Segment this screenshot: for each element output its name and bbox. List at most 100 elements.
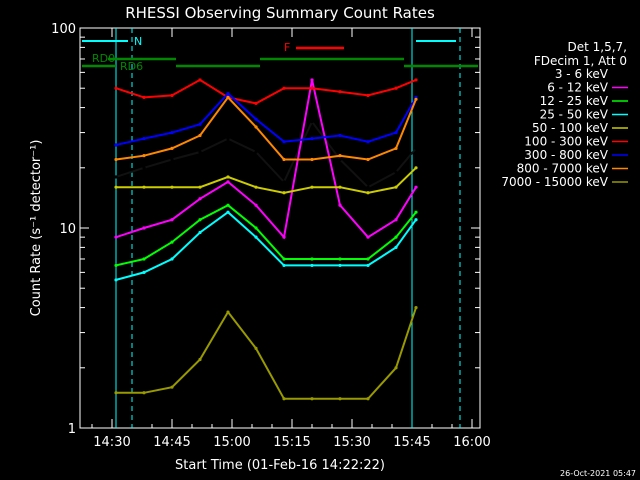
- data-point: [282, 235, 286, 239]
- data-point: [142, 95, 146, 99]
- y-axis-label: Count Rate (s⁻¹ detector⁻¹): [29, 140, 44, 317]
- data-point: [338, 157, 342, 162]
- data-point: [338, 90, 342, 94]
- legend-header-line-1: Det 1,5,7,: [568, 40, 628, 54]
- data-point: [170, 157, 174, 162]
- data-point: [310, 257, 314, 261]
- data-point: [366, 185, 370, 189]
- series-line-3: [115, 210, 417, 281]
- data-point: [414, 78, 418, 82]
- series-line-8: [116, 307, 417, 400]
- data-point: [114, 175, 118, 179]
- series-line-2: [115, 204, 417, 267]
- legend-entry-label: 100 - 300 keV: [524, 135, 608, 149]
- data-point: [394, 366, 398, 370]
- data-point: [170, 130, 174, 135]
- data-point: [282, 191, 286, 195]
- data-point: [310, 136, 314, 141]
- data-point: [338, 203, 342, 207]
- series-line-1: [115, 79, 417, 240]
- data-point: [310, 157, 314, 162]
- data-point: [310, 185, 314, 189]
- x-axis-label: Start Time (01-Feb-16 14:22:22): [175, 458, 385, 473]
- data-point: [170, 385, 174, 389]
- data-point: [310, 397, 314, 401]
- data-point: [366, 191, 370, 195]
- data-point: [338, 263, 342, 268]
- night-label: N: [134, 35, 142, 48]
- data-point: [282, 140, 286, 144]
- data-point: [198, 357, 202, 362]
- legend-entry-label: 6 - 12 keV: [547, 81, 609, 95]
- data-point: [254, 125, 258, 129]
- data-point: [226, 310, 230, 314]
- x-tick-label: 15:30: [333, 435, 370, 450]
- data-point: [226, 210, 230, 214]
- footer-date: 26-Oct-2021 05:47: [560, 469, 636, 478]
- data-point: [310, 78, 314, 82]
- data-point: [394, 235, 398, 239]
- data-point: [414, 305, 418, 310]
- data-point: [394, 245, 398, 249]
- data-point: [338, 133, 342, 138]
- data-point: [142, 185, 146, 189]
- data-point: [338, 257, 342, 261]
- data-point: [366, 397, 370, 401]
- data-point: [142, 154, 146, 158]
- data-point: [254, 346, 258, 351]
- data-point: [170, 93, 174, 98]
- data-point: [198, 218, 202, 222]
- legend-entry-label: 800 - 7000 keV: [517, 162, 609, 176]
- y-tick-label: 100: [51, 22, 76, 37]
- data-point: [414, 210, 418, 214]
- data-point: [114, 278, 118, 282]
- data-point: [198, 150, 202, 154]
- legend-entry-label: 12 - 25 keV: [540, 94, 609, 108]
- legend-entry-label: 25 - 50 keV: [540, 108, 609, 122]
- data-point: [394, 86, 398, 90]
- data-point: [366, 235, 370, 239]
- data-point: [114, 235, 118, 239]
- data-point: [198, 185, 202, 189]
- data-point: [142, 391, 146, 395]
- rd6-label: RD6: [120, 60, 143, 73]
- data-point: [226, 95, 230, 99]
- legend-entry-label: 7000 - 15000 keV: [501, 175, 608, 189]
- data-point: [254, 226, 258, 230]
- data-point: [414, 218, 418, 222]
- legend-entry-label: 50 - 100 keV: [532, 121, 609, 135]
- data-point: [170, 146, 174, 151]
- data-point: [414, 166, 418, 170]
- legend-entry-label: 300 - 800 keV: [524, 148, 608, 162]
- series-line-6: [115, 92, 417, 146]
- data-point: [142, 136, 146, 141]
- data-point: [114, 157, 118, 162]
- data-point: [114, 185, 118, 189]
- data-point: [282, 180, 286, 184]
- data-point: [198, 197, 202, 201]
- data-point: [338, 154, 342, 158]
- x-tick-label: 14:45: [153, 435, 190, 450]
- data-point: [282, 86, 286, 90]
- flare-label: F: [284, 41, 290, 54]
- data-point: [414, 185, 418, 189]
- data-point: [282, 397, 286, 401]
- data-point: [282, 257, 286, 261]
- data-point: [254, 185, 258, 189]
- data-point: [282, 157, 286, 162]
- data-point: [414, 97, 418, 101]
- series-line-5: [115, 78, 417, 105]
- data-point: [282, 263, 286, 268]
- x-tick-label: 16:00: [453, 435, 490, 450]
- data-point: [338, 185, 342, 189]
- series-line-0: [115, 119, 417, 189]
- data-point: [414, 146, 418, 151]
- data-point: [226, 91, 230, 96]
- series-line-4: [116, 167, 417, 194]
- data-point: [254, 203, 258, 207]
- data-point: [338, 397, 342, 401]
- data-point: [366, 157, 370, 162]
- data-point: [254, 150, 258, 154]
- data-point: [170, 218, 174, 222]
